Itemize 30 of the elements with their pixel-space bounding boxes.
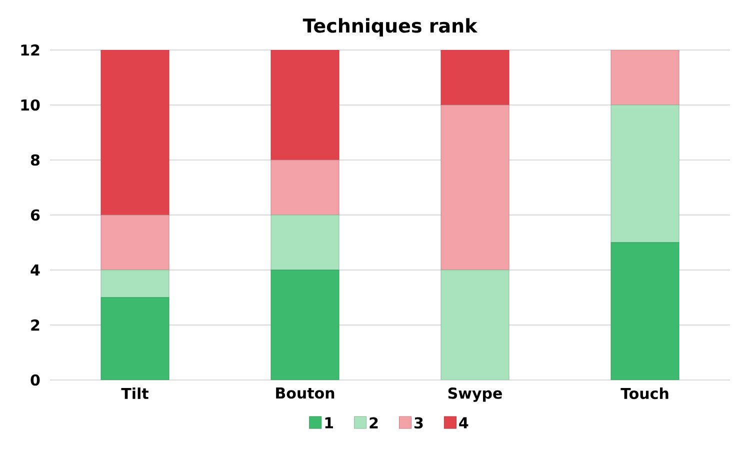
- bar: [270, 160, 340, 216]
- y-tick-label: 4: [30, 264, 40, 276]
- legend-label: 3: [414, 417, 423, 429]
- bar: [270, 50, 340, 160]
- legend-label: 2: [370, 417, 378, 428]
- bar: [440, 270, 510, 380]
- bar: [440, 50, 510, 106]
- bar: [100, 270, 170, 298]
- legend-label: 1: [325, 417, 334, 428]
- y-tick-label: 8: [30, 154, 40, 166]
- y-tick-label: 0: [30, 374, 40, 386]
- y-tick-label: 10: [21, 99, 40, 111]
- bar: [610, 50, 680, 106]
- x-tick-label: Bouton: [276, 388, 334, 399]
- bar: [270, 270, 340, 380]
- x-tick-label: Tilt: [121, 388, 148, 399]
- y-tick-label: 6: [30, 209, 40, 221]
- x-tick-label: Touch: [620, 388, 668, 400]
- y-tick-label: 12: [21, 44, 40, 56]
- bar: [270, 214, 340, 270]
- bar: [100, 214, 170, 270]
- y-tick-label: 2: [31, 319, 40, 331]
- bar: [100, 50, 170, 216]
- chart-title: Techniques rank: [302, 18, 478, 36]
- bar: [100, 297, 170, 380]
- legend-label: 4: [459, 417, 468, 428]
- x-tick-label: Swype: [448, 388, 502, 402]
- bar: [440, 104, 510, 270]
- bar: [610, 104, 680, 243]
- bar: [610, 242, 680, 380]
